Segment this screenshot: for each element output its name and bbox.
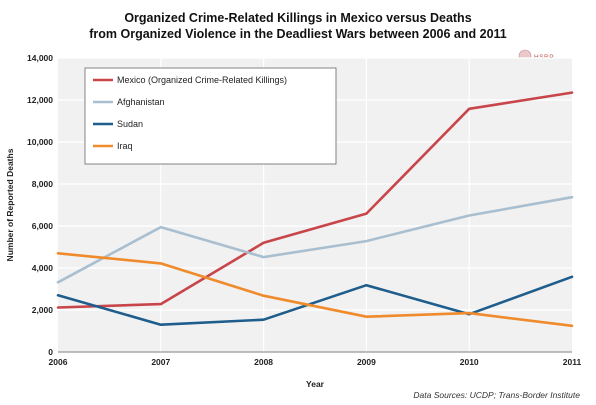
x-tick-label: 2010: [460, 357, 479, 367]
y-tick-label: 0: [48, 347, 53, 357]
y-axis-ticks: 0 2,000 4,000 6,000 8,000 10,000 12,000 14,000: [27, 53, 53, 357]
legend-label: Iraq: [117, 141, 133, 151]
y-tick-label: 4,000: [32, 263, 54, 273]
series-line-0: [56, 91, 574, 309]
x-tick-label: 2009: [357, 357, 376, 367]
source-note: Data Sources: UCDP; Trans-Border Institu…: [413, 390, 580, 400]
y-tick-label: 14,000: [27, 53, 53, 63]
legend-label: Afghanistan: [117, 97, 165, 107]
legend-label: Sudan: [117, 119, 143, 129]
x-axis-ticks: 2006 2007 2008 2009 2010 2011: [49, 357, 582, 367]
x-tick-label: 2011: [563, 357, 582, 367]
series-lines: [56, 91, 574, 328]
legend-label: Mexico (Organized Crime-Related Killings…: [117, 75, 287, 85]
x-tick-label: 2007: [151, 357, 170, 367]
legend: Mexico (Organized Crime-Related Killings…: [84, 67, 337, 165]
x-tick-label: 2008: [254, 357, 273, 367]
y-tick-label: 6,000: [32, 221, 54, 231]
x-tick-label: 2006: [49, 357, 68, 367]
y-tick-label: 8,000: [32, 179, 54, 189]
y-tick-label: 10,000: [27, 137, 53, 147]
y-axis-label: Number of Reported Deaths: [5, 148, 15, 261]
chart-title-line2: from Organized Violence in the Deadliest…: [89, 27, 507, 41]
y-tick-label: 12,000: [27, 95, 53, 105]
legend-box: [84, 67, 337, 165]
x-axis-label: Year: [306, 379, 325, 389]
series-line-3: [56, 252, 574, 328]
y-tick-label: 2,000: [32, 305, 54, 315]
series-line-2: [56, 275, 574, 327]
series-line-1: [56, 195, 574, 284]
chart-title-line1: Organized Crime-Related Killings in Mexi…: [124, 11, 471, 25]
